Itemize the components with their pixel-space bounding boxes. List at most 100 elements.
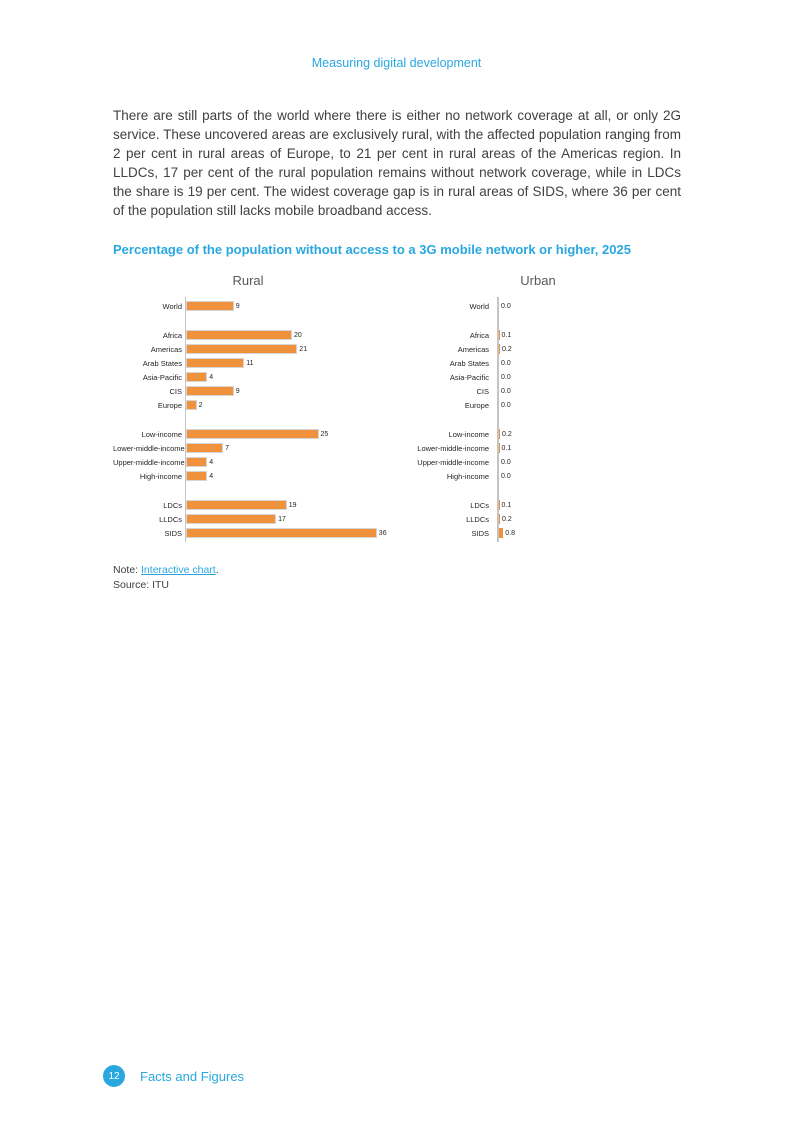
- category-label: Americas: [150, 344, 182, 354]
- bar-track: 11: [185, 356, 403, 370]
- group-gap: [113, 412, 403, 427]
- chart-row: Upper-middle-income 4: [113, 455, 403, 469]
- category-label: LDCs: [163, 500, 182, 510]
- bar-value-label: 0.0: [501, 302, 511, 310]
- note-label: Note:: [113, 564, 142, 576]
- bar: [186, 500, 287, 510]
- bar-track: 0.0: [492, 370, 681, 384]
- chart-row: Upper-middle-income 0.0: [415, 455, 681, 469]
- chart-row: High-income 0.0: [415, 469, 681, 483]
- chart-row: Lower-middle-income 0.1: [415, 441, 681, 455]
- page-number: 12: [108, 1070, 120, 1082]
- bar: [186, 372, 208, 382]
- bar-track: 9: [185, 299, 403, 313]
- running-header: Measuring digital development: [311, 56, 482, 70]
- bar-value-label: 0.0: [501, 401, 511, 409]
- chart-row: Asia-Pacific 0.0: [415, 370, 681, 384]
- bar: [499, 443, 500, 453]
- figure-note: Note: Interactive chart. Source: ITU: [113, 563, 513, 593]
- chart-panel-urban: Urban World 0.0 Africa 0.1 Americas 0.2 Arab S…: [415, 273, 681, 542]
- category-label: LLDCs: [466, 514, 489, 524]
- chart-row: Africa 0.1: [415, 328, 681, 342]
- bar: [499, 429, 501, 439]
- category-label: Upper-middle-income: [113, 457, 185, 467]
- chart-row: SIDS 0.8: [415, 526, 681, 540]
- bar-track: 0.1: [492, 441, 681, 455]
- bar-track: 0.8: [492, 526, 681, 540]
- category-label: Lower-middle-income: [417, 443, 489, 453]
- category-label: LLDCs: [159, 514, 182, 524]
- bar-track: 17: [185, 512, 403, 526]
- page-footer: 12 Facts and Figures: [103, 1065, 244, 1087]
- chart-row: Arab States 0.0: [415, 356, 681, 370]
- bar-value-label: 0.0: [501, 359, 511, 367]
- bar-value-label: 0.0: [501, 387, 511, 395]
- chart-row: Lower-middle-income 7: [113, 441, 403, 455]
- bar: [186, 344, 298, 354]
- bar-track: 25: [185, 427, 403, 441]
- bar: [186, 386, 234, 396]
- chart-row: Europe 2: [113, 398, 403, 412]
- note-line: Note: Interactive chart.: [113, 563, 513, 578]
- bar-value-label: 11: [246, 359, 254, 367]
- bar: [186, 400, 197, 410]
- bar: [186, 457, 208, 467]
- source-line: Source: ITU: [113, 579, 170, 591]
- axis-line-urban: [497, 297, 499, 542]
- bar: [186, 443, 224, 453]
- footer-label: Facts and Figures: [140, 1068, 245, 1084]
- bar-track: 0.2: [492, 512, 681, 526]
- category-label: Low-income: [141, 429, 182, 439]
- chart-row: World 9: [113, 299, 403, 313]
- group-gap: [415, 313, 681, 328]
- category-label: World: [469, 301, 489, 311]
- page-number-badge: 12: [103, 1065, 125, 1087]
- bar-value-label: 17: [278, 515, 286, 523]
- bar: [499, 514, 501, 524]
- chart-row: High-income 4: [113, 469, 403, 483]
- category-label: SIDS: [164, 528, 182, 538]
- bar-track: 4: [185, 455, 403, 469]
- bar-track: 9: [185, 384, 403, 398]
- chart-row: Arab States 11: [113, 356, 403, 370]
- bar-value-label: 0.0: [501, 373, 511, 381]
- bar: [186, 514, 277, 524]
- bar-track: 4: [185, 469, 403, 483]
- category-label: Africa: [162, 330, 182, 340]
- axis-line-rural: [185, 297, 186, 542]
- category-label: CIS: [169, 386, 182, 396]
- group-gap: [113, 313, 403, 328]
- bar-track: 0.0: [492, 384, 681, 398]
- bar-track: 0.2: [492, 427, 681, 441]
- chart-row: SIDS 36: [113, 526, 403, 540]
- bar-value-label: 36: [378, 529, 387, 537]
- bar-track: 0.0: [492, 356, 681, 370]
- category-label: Upper-middle-income: [417, 457, 489, 467]
- category-label: Arab States: [142, 358, 182, 368]
- chart-rows-rural: World 9 Africa 20 Americas 21 Arab States 11 Asi…: [113, 297, 403, 542]
- bar: [499, 528, 504, 538]
- bar: [499, 500, 500, 510]
- bar-value-label: 0.8: [505, 529, 515, 537]
- bar: [499, 344, 501, 354]
- chart-rows-urban: World 0.0 Africa 0.1 Americas 0.2 Arab States 0…: [415, 297, 681, 542]
- chart-row: Americas 21: [113, 342, 403, 356]
- coverage-bar-chart: Rural World 9 Africa 20 Americas 21 Arab State…: [113, 273, 681, 543]
- group-gap: [415, 412, 681, 427]
- interactive-chart-link[interactable]: Interactive chart: [141, 564, 216, 576]
- panel-title-urban: Urban: [520, 273, 556, 288]
- bar: [186, 429, 319, 439]
- bar-value-label: 0.1: [501, 331, 512, 339]
- bar-track: 2: [185, 398, 403, 412]
- bar-track: 20: [185, 328, 403, 342]
- category-label: Europe: [157, 400, 182, 410]
- chart-row: LDCs 0.1: [415, 498, 681, 512]
- bar-value-label: 7: [225, 444, 229, 452]
- chart-row: Low-income 25: [113, 427, 403, 441]
- bar-track: 7: [185, 441, 403, 455]
- category-label: CIS: [476, 386, 489, 396]
- category-label: Lower-middle-income: [113, 443, 185, 453]
- bar-track: 0.2: [492, 342, 681, 356]
- bar-value-label: 0.2: [502, 430, 512, 438]
